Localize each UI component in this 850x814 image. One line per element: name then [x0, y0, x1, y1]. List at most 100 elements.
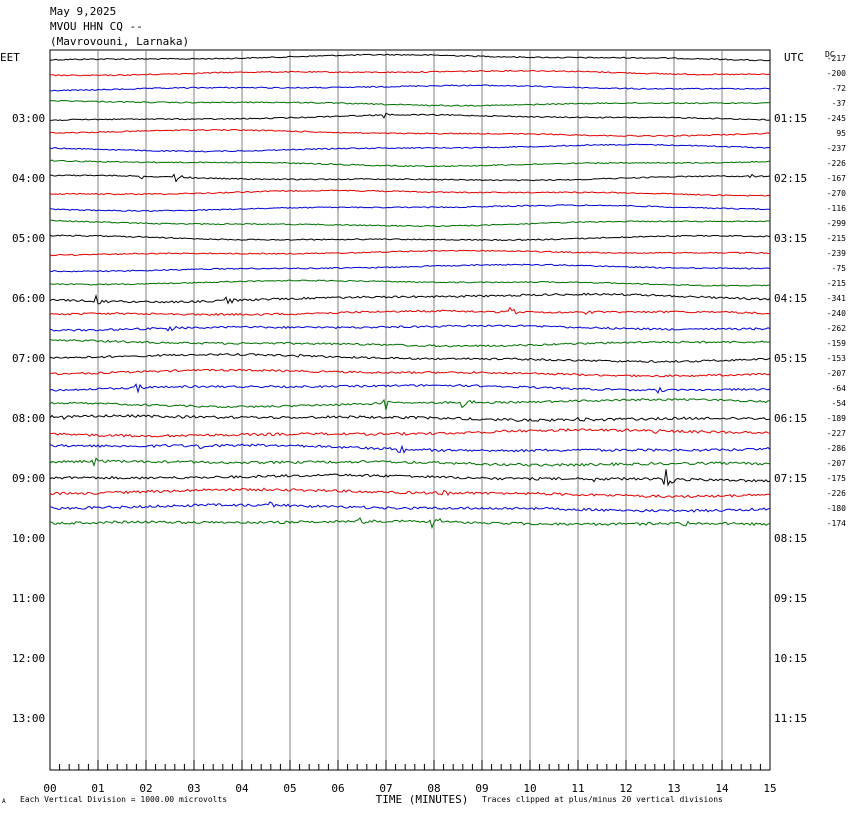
seismic-trace [49, 189, 771, 197]
seismic-trace [49, 112, 771, 121]
right-hour-label: 03:15 [774, 232, 807, 245]
x-tick-label: 06 [331, 782, 344, 795]
dc-offset-value: -286 [827, 444, 846, 453]
x-tick-label: 02 [139, 782, 152, 795]
right-hour-label: 10:15 [774, 652, 807, 665]
left-hour-label: 03:00 [12, 112, 45, 125]
seismic-trace [49, 69, 771, 77]
seismic-trace [49, 443, 771, 454]
left-hour-label: 12:00 [12, 652, 45, 665]
x-axis-title: TIME (MINUTES) [376, 793, 469, 806]
x-tick-label: 09 [475, 782, 488, 795]
footer-scale-note: Each Vertical Division = 1000.00 microvo… [20, 795, 227, 804]
dc-offset-value: -217 [827, 54, 846, 63]
x-tick-label: 13 [667, 782, 680, 795]
header-location: (Mavrovouni, Larnaka) [50, 35, 190, 48]
dc-offset-value: -189 [827, 414, 846, 423]
seismic-trace [49, 338, 771, 348]
seismic-trace [49, 324, 771, 332]
seismic-trace [49, 234, 771, 242]
right-hour-label: 08:15 [774, 532, 807, 545]
x-tick-label: 05 [283, 782, 296, 795]
plot-frame [49, 49, 771, 771]
dc-offset-value: -37 [832, 99, 847, 108]
dc-offset-value: -262 [827, 324, 846, 333]
dc-offset-value: -180 [827, 504, 846, 513]
right-hour-label: 09:15 [774, 592, 807, 605]
seismic-trace [49, 487, 771, 499]
left-hour-label: 10:00 [12, 532, 45, 545]
x-tick-label: 00 [43, 782, 56, 795]
left-hour-label: 07:00 [12, 352, 45, 365]
seismic-trace [49, 143, 771, 153]
left-hour-label: 11:00 [12, 592, 45, 605]
seismic-trace [49, 219, 771, 228]
header-date: May 9,2025 [50, 5, 117, 18]
dc-offset-value: -64 [832, 384, 847, 393]
right-hour-label: 01:15 [774, 112, 807, 125]
seismic-trace [49, 84, 771, 92]
dc-offset-value: -226 [827, 489, 846, 498]
right-hour-label: 07:15 [774, 472, 807, 485]
right-hour-label: 04:15 [774, 292, 807, 305]
dc-offset-value: -72 [832, 84, 847, 93]
seismic-trace [49, 279, 771, 287]
left-hour-label: 04:00 [12, 172, 45, 185]
seismic-trace [49, 397, 771, 411]
x-tick-label: 03 [187, 782, 200, 795]
left-timezone: EET [0, 51, 20, 64]
dc-offset-value: -240 [827, 309, 846, 318]
left-hour-label: 13:00 [12, 712, 45, 725]
dc-offset-value: -239 [827, 249, 846, 258]
seismic-trace [49, 306, 771, 316]
dc-offset-value: -207 [827, 369, 846, 378]
dc-offset-value: 95 [836, 129, 846, 138]
dc-offset-value: -341 [827, 294, 846, 303]
x-tick-label: 11 [571, 782, 584, 795]
seismic-trace [49, 292, 771, 305]
seismic-trace [49, 204, 771, 212]
dc-offset-value: -75 [832, 264, 847, 273]
dc-offset-value: -226 [827, 159, 846, 168]
x-tick-label: 14 [715, 782, 729, 795]
dc-offset-value: -153 [827, 354, 846, 363]
seismic-trace [49, 469, 771, 487]
x-tick-label: 08 [427, 782, 440, 795]
dc-offset-value: -270 [827, 189, 846, 198]
seismic-trace [49, 457, 771, 468]
x-tick-label: 15 [763, 782, 776, 795]
left-hour-label: 08:00 [12, 412, 45, 425]
dc-offset-value: -175 [827, 474, 846, 483]
footer-mark: A [2, 798, 6, 805]
seismic-trace [49, 383, 771, 394]
dc-offset-value: -299 [827, 219, 846, 228]
dc-offset-value: -245 [827, 114, 846, 123]
dc-offset-value: -207 [827, 459, 846, 468]
x-tick-label: 04 [235, 782, 249, 795]
x-tick-label: 10 [523, 782, 536, 795]
dc-offset-value: -215 [827, 279, 846, 288]
dc-offset-value: -159 [827, 339, 846, 348]
seismic-trace [49, 368, 771, 378]
dc-offset-value: -54 [832, 399, 847, 408]
seismic-trace [49, 173, 771, 183]
left-hour-label: 05:00 [12, 232, 45, 245]
x-tick-label: 12 [619, 782, 632, 795]
right-hour-label: 11:15 [774, 712, 807, 725]
seismic-trace [49, 53, 771, 62]
dc-offset-value: -237 [827, 144, 846, 153]
dc-offset-value: -116 [827, 204, 846, 213]
seismic-trace [49, 352, 771, 363]
seismic-trace [49, 99, 771, 107]
seismic-trace [49, 159, 771, 168]
dc-offset-value: -215 [827, 234, 846, 243]
dc-offset-value: -174 [827, 519, 846, 528]
header-station: MVOU HHN CQ -- [50, 20, 143, 33]
x-tick-label: 01 [91, 782, 104, 795]
seismic-trace [49, 263, 771, 273]
footer-clip-note: Traces clipped at plus/minus 20 vertical… [482, 795, 723, 804]
right-hour-label: 05:15 [774, 352, 807, 365]
left-hour-label: 09:00 [12, 472, 45, 485]
right-timezone: UTC [784, 51, 804, 64]
